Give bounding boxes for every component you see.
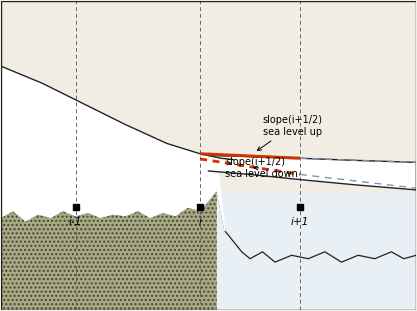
Text: i+1: i+1 (291, 217, 309, 227)
Text: i-1: i-1 (69, 217, 82, 227)
Text: slope(i+1/2)
sea level up: slope(i+1/2) sea level up (257, 115, 322, 151)
Polygon shape (217, 193, 416, 310)
Text: i: i (199, 217, 202, 227)
Polygon shape (1, 190, 416, 310)
Polygon shape (1, 1, 416, 138)
Polygon shape (208, 156, 416, 190)
Polygon shape (1, 190, 416, 310)
Text: slope(i+1/2)
sea level down: slope(i+1/2) sea level down (225, 157, 298, 179)
Polygon shape (1, 66, 234, 231)
